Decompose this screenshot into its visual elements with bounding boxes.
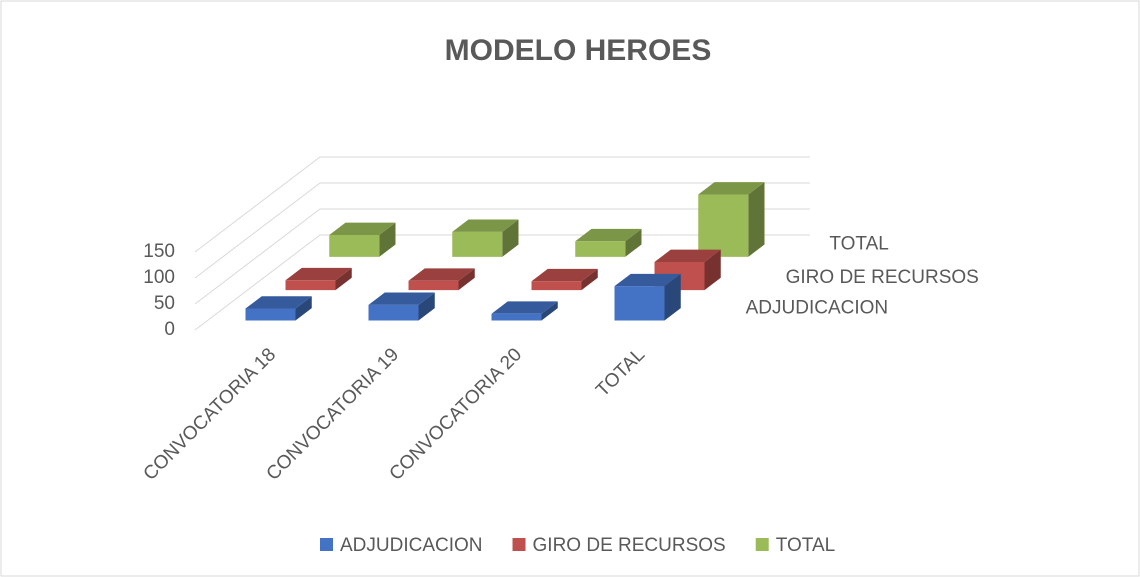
legend-swatch <box>512 538 526 551</box>
bar-front <box>698 194 749 257</box>
bar-side <box>379 222 396 257</box>
bar-top <box>491 301 558 314</box>
chart-title: MODELO HEROES <box>445 34 712 67</box>
y-tick-label: 100 <box>143 267 175 288</box>
bar <box>491 301 558 321</box>
bar-side <box>335 267 352 291</box>
legend-label: GIRO DE RECURSOS <box>533 535 726 556</box>
bar-top <box>329 222 396 236</box>
bar-front <box>245 308 296 321</box>
bar-top <box>408 268 475 281</box>
bar <box>698 182 765 257</box>
bar <box>452 219 519 257</box>
bar-side <box>581 268 598 291</box>
bar-front <box>452 231 503 257</box>
y-tick-label: 150 <box>143 241 175 262</box>
bar-top <box>698 182 765 195</box>
bar-side <box>541 301 558 321</box>
bar-top <box>285 267 352 281</box>
bar-top <box>245 296 312 309</box>
depth-axis-label: GIRO DE RECURSOS <box>786 267 979 288</box>
legend-swatch <box>320 538 333 551</box>
bar-top <box>368 292 435 305</box>
bar-front <box>575 241 626 257</box>
bar <box>329 222 396 257</box>
bar-top <box>531 268 598 282</box>
bar-side <box>502 219 519 257</box>
grid-line <box>194 156 810 253</box>
depth-axis-label: ADJUDICACION <box>746 297 889 318</box>
bar <box>285 267 352 291</box>
legend-label: TOTAL <box>776 535 835 556</box>
y-tick-label: 0 <box>164 319 175 340</box>
bar-side <box>295 296 312 321</box>
legend-swatch <box>755 538 769 551</box>
bar <box>245 296 312 321</box>
bar-front <box>285 280 336 291</box>
bar-side <box>704 249 721 291</box>
bar <box>614 273 681 321</box>
bar-top <box>575 228 642 242</box>
bar-side <box>664 273 681 321</box>
bar-front <box>491 313 542 321</box>
grid-line <box>194 182 810 279</box>
bar-top <box>654 249 721 263</box>
bar <box>531 268 598 291</box>
bar-side <box>418 292 435 321</box>
bar-top <box>614 273 681 287</box>
depth-axis-label: TOTAL <box>829 234 888 255</box>
bar-front <box>614 286 665 321</box>
bar-front <box>408 280 459 291</box>
bar <box>575 228 642 257</box>
y-tick-label: 50 <box>154 293 175 314</box>
bar-top <box>452 219 519 232</box>
bar <box>368 292 435 321</box>
bar-front <box>329 235 380 257</box>
grid-line <box>194 208 810 305</box>
bar-front <box>531 281 582 291</box>
bar-side <box>458 268 475 291</box>
bar-side <box>625 228 642 257</box>
grid-line <box>194 234 810 331</box>
bar-front <box>368 304 419 321</box>
legend-label: ADJUDICACION <box>340 535 483 556</box>
bar-side <box>748 182 765 257</box>
bar <box>408 268 475 291</box>
